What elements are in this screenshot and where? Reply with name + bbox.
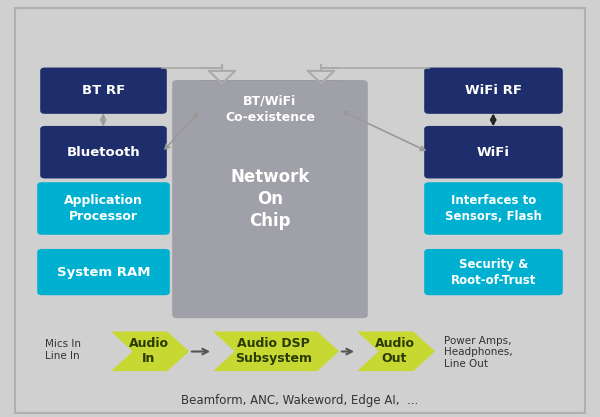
FancyBboxPatch shape xyxy=(196,80,344,139)
Text: BT RF: BT RF xyxy=(82,84,125,97)
Text: BT/WiFi
Co-existence: BT/WiFi Co-existence xyxy=(225,95,315,124)
Text: Audio
In: Audio In xyxy=(128,337,169,365)
FancyBboxPatch shape xyxy=(37,182,170,235)
Text: WiFi RF: WiFi RF xyxy=(465,84,522,97)
Text: Beamform, ANC, Wakeword, Edge AI,  ...: Beamform, ANC, Wakeword, Edge AI, ... xyxy=(181,394,419,407)
Polygon shape xyxy=(111,332,189,371)
FancyBboxPatch shape xyxy=(40,68,167,114)
Text: Mics In
Line In: Mics In Line In xyxy=(45,339,81,361)
Text: WiFi: WiFi xyxy=(477,146,510,159)
FancyBboxPatch shape xyxy=(15,8,585,413)
FancyBboxPatch shape xyxy=(40,126,167,178)
Text: System RAM: System RAM xyxy=(57,266,150,279)
Text: Power Amps,
Headphones,
Line Out: Power Amps, Headphones, Line Out xyxy=(444,336,512,369)
Polygon shape xyxy=(357,332,435,371)
Text: Audio DSP
Subsystem: Audio DSP Subsystem xyxy=(235,337,312,365)
FancyBboxPatch shape xyxy=(424,68,563,114)
FancyBboxPatch shape xyxy=(424,249,563,295)
FancyBboxPatch shape xyxy=(424,126,563,178)
Text: Interfaces to
Sensors, Flash: Interfaces to Sensors, Flash xyxy=(445,194,542,223)
Text: Bluetooth: Bluetooth xyxy=(67,146,140,159)
Text: Application
Processor: Application Processor xyxy=(64,194,143,223)
Text: Audio
Out: Audio Out xyxy=(374,337,415,365)
Polygon shape xyxy=(213,332,339,371)
FancyBboxPatch shape xyxy=(424,182,563,235)
Text: Security &
Root-of-Trust: Security & Root-of-Trust xyxy=(451,258,536,286)
FancyBboxPatch shape xyxy=(172,80,368,318)
FancyBboxPatch shape xyxy=(37,249,170,295)
Text: Network
On
Chip: Network On Chip xyxy=(230,168,310,230)
